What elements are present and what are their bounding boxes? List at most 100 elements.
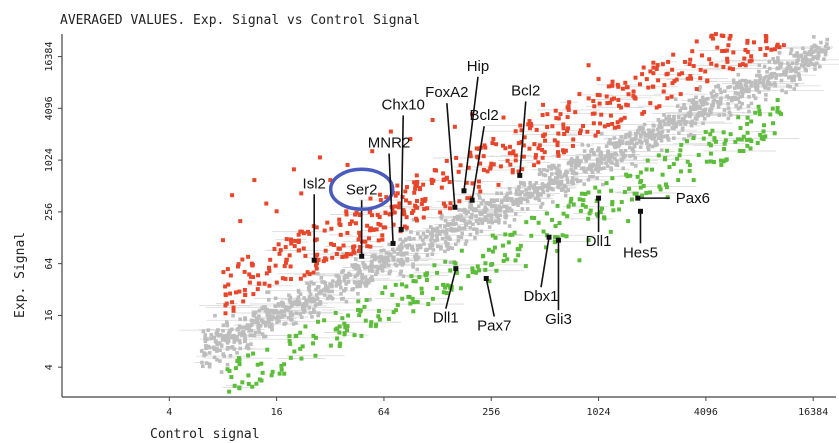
data-point-unchanged — [384, 251, 389, 255]
data-point-unchanged — [204, 346, 208, 351]
data-point-down — [303, 324, 308, 329]
data-point-unchanged — [757, 78, 761, 83]
data-point-unchanged — [620, 139, 625, 144]
data-point-down — [229, 375, 234, 380]
data-point-unchanged — [784, 70, 789, 74]
data-point-unchanged — [589, 163, 593, 167]
data-point-down — [430, 296, 435, 301]
data-point-down — [701, 136, 706, 141]
data-point-down — [363, 318, 368, 323]
data-point-unchanged — [469, 203, 473, 207]
data-point-down — [745, 115, 750, 120]
data-point-up — [306, 229, 311, 234]
data-point-down — [444, 290, 449, 295]
data-point-unchanged — [533, 186, 537, 190]
data-point-unchanged — [730, 98, 734, 103]
data-point-up — [687, 62, 692, 67]
data-point-unchanged — [706, 113, 710, 118]
data-point-unchanged — [373, 265, 377, 269]
data-point-unchanged — [655, 133, 659, 137]
data-point-up — [223, 284, 228, 289]
data-point-down — [516, 253, 521, 258]
data-point-unchanged — [817, 64, 822, 69]
data-point-up — [345, 230, 350, 235]
data-point-unchanged — [553, 165, 557, 170]
data-point-unchanged — [501, 204, 506, 209]
data-point-up — [578, 131, 583, 136]
data-point-unchanged — [445, 228, 449, 232]
data-point-unchanged — [603, 154, 608, 159]
data-point-unchanged — [580, 166, 584, 171]
data-point-unchanged — [265, 290, 269, 295]
data-point-down — [645, 158, 650, 163]
data-point-unchanged — [299, 315, 304, 320]
data-point-unchanged — [532, 190, 537, 194]
data-point-unchanged — [776, 66, 780, 70]
data-point-unchanged — [740, 87, 744, 91]
data-point-up — [731, 50, 736, 55]
data-point-up — [491, 162, 496, 167]
data-point-down — [638, 185, 643, 190]
data-point-unchanged — [435, 244, 440, 249]
data-point-unchanged — [636, 128, 640, 133]
data-point-unchanged — [811, 62, 815, 67]
data-point-unchanged — [336, 276, 341, 280]
data-point-unchanged — [428, 243, 432, 247]
data-point-down — [667, 165, 672, 170]
data-point-unchanged — [513, 211, 518, 216]
data-point-up — [593, 133, 598, 138]
data-point-unchanged — [412, 237, 416, 241]
data-point-unchanged — [589, 168, 594, 173]
data-point-up — [527, 146, 532, 151]
data-point-down — [577, 197, 582, 202]
data-point-unchanged — [790, 78, 794, 83]
data-point-unchanged — [712, 98, 717, 103]
data-point-unchanged — [557, 168, 561, 172]
data-point-up — [419, 201, 424, 206]
data-point-up — [532, 163, 537, 168]
data-point-unchanged — [770, 74, 775, 78]
data-point-unchanged — [788, 65, 793, 70]
data-point-unchanged — [387, 251, 391, 256]
data-point-unchanged — [343, 273, 348, 278]
data-point-up — [543, 138, 548, 143]
data-point-unchanged — [368, 269, 372, 273]
data-point-up — [608, 113, 613, 118]
data-point-unchanged — [678, 108, 683, 113]
data-point-up — [489, 161, 494, 166]
data-point-up — [441, 171, 446, 176]
data-point-up — [616, 84, 621, 89]
data-point-unchanged — [292, 302, 296, 306]
data-point-up — [434, 168, 439, 173]
data-point-unchanged — [370, 275, 374, 279]
data-point-unchanged — [287, 305, 292, 310]
data-point-unchanged — [557, 163, 561, 168]
data-point-up — [599, 112, 604, 117]
data-point-down — [713, 139, 718, 144]
data-point-down — [553, 224, 558, 229]
data-point-unchanged — [703, 107, 708, 112]
data-point-unchanged — [686, 133, 691, 138]
data-point-unchanged — [741, 89, 746, 94]
data-point-unchanged — [579, 159, 583, 164]
data-point-down — [722, 141, 727, 146]
data-point-unchanged — [609, 141, 613, 146]
data-point-unchanged — [525, 199, 530, 204]
data-point-unchanged — [788, 51, 793, 56]
data-point-unchanged — [706, 96, 710, 101]
data-point-unchanged — [602, 166, 606, 171]
data-point-down — [745, 121, 750, 126]
data-point-unchanged — [807, 50, 812, 54]
data-point-down — [708, 132, 713, 137]
data-point-up — [314, 225, 319, 230]
data-point-unchanged — [695, 113, 700, 118]
data-point-unchanged — [682, 103, 686, 107]
data-point-up — [236, 262, 241, 267]
data-point-down — [687, 163, 692, 168]
data-point-down — [748, 146, 753, 151]
data-point-down — [424, 277, 429, 282]
leader-line — [445, 268, 457, 309]
data-point-unchanged — [260, 332, 265, 336]
data-point-unchanged — [380, 258, 384, 263]
data-point-unchanged — [630, 137, 635, 141]
